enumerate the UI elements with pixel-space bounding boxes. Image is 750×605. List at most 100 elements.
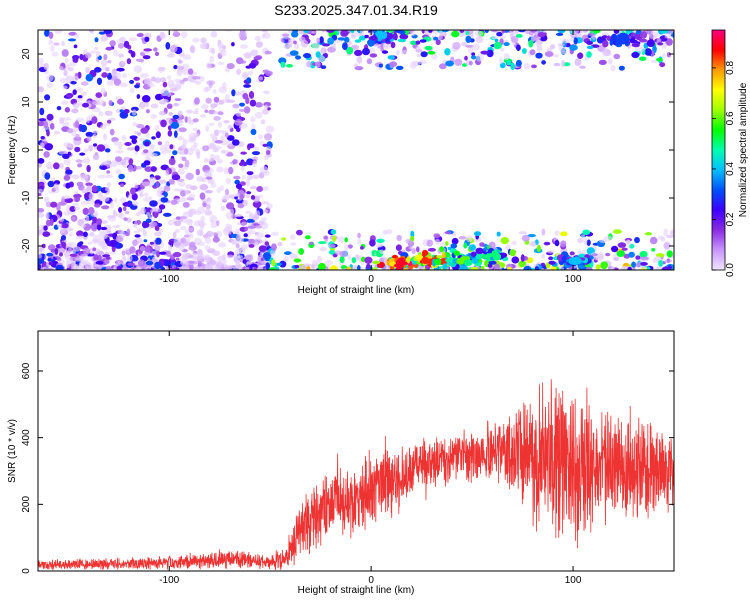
heatmap-cell <box>80 267 84 270</box>
heatmap-cell <box>535 52 543 59</box>
colorbar-tick-label: 0.0 <box>725 263 736 277</box>
heatmap-cell <box>123 109 130 114</box>
heatmap-cell <box>106 229 112 233</box>
heatmap-cell <box>172 150 178 156</box>
heatmap-cell <box>140 127 149 134</box>
heatmap-cell <box>92 216 98 224</box>
heatmap-cell <box>184 260 189 266</box>
heatmap-cell <box>116 212 123 218</box>
heatmap-cell <box>581 234 585 239</box>
heatmap-cell <box>168 243 173 252</box>
heatmap-cell <box>237 203 245 209</box>
colorbar-tick-label: 0.2 <box>725 212 736 226</box>
heatmap-cell <box>501 30 506 34</box>
heatmap-cell <box>96 77 103 86</box>
heatmap-cell <box>176 65 185 71</box>
heatmap-cell <box>249 175 253 179</box>
heatmap-cell <box>185 184 193 190</box>
heatmap-cell <box>141 103 146 107</box>
heatmap-cell <box>160 77 167 83</box>
heatmap-cell <box>51 51 59 57</box>
heatmap-cell <box>503 53 510 61</box>
heatmap-cell <box>205 190 213 194</box>
heatmap-cell <box>131 138 137 145</box>
heatmap-cell <box>79 152 86 156</box>
heatmap-cell <box>92 247 97 252</box>
heatmap-cell <box>431 53 438 60</box>
heatmap-cell <box>289 50 299 56</box>
heatmap-cell <box>134 130 139 135</box>
heatmap-cell <box>75 159 83 163</box>
heatmap-cell <box>476 54 484 62</box>
heatmap-cell <box>196 241 205 247</box>
heatmap-cell <box>264 133 273 141</box>
heatmap-cell <box>665 38 673 46</box>
heatmap-cell <box>221 196 230 201</box>
heatmap-cell <box>350 30 355 34</box>
heatmap-cell <box>235 243 240 249</box>
heatmap-cell <box>205 97 212 104</box>
heatmap-cell <box>480 254 488 259</box>
heatmap-cell <box>302 263 312 267</box>
heatmap-cell <box>511 256 520 264</box>
heatmap-cell <box>621 247 628 251</box>
heatmap-cell <box>270 249 276 257</box>
heatmap-cell <box>133 183 139 189</box>
heatmap-cell <box>205 176 213 180</box>
heatmap-cell <box>44 30 50 37</box>
heatmap-cell <box>266 203 273 209</box>
heatmap-cell <box>178 127 187 133</box>
heatmap-cell <box>73 136 82 141</box>
heatmap-cell <box>347 244 353 249</box>
heatmap-cell <box>317 255 322 263</box>
heatmap-cell <box>546 47 553 53</box>
heatmap-cell <box>664 35 673 39</box>
heatmap-cell <box>402 267 409 270</box>
heatmap-cell <box>579 65 586 69</box>
heatmap-cell <box>182 201 190 208</box>
heatmap-cell <box>428 30 433 33</box>
heatmap-cell <box>108 100 113 106</box>
heatmap-cell <box>172 114 180 120</box>
heatmap-cell <box>175 257 180 261</box>
heatmap-cell <box>595 264 601 270</box>
heatmap-cell <box>239 161 248 167</box>
heatmap-cell <box>182 138 188 146</box>
heatmap-cell <box>161 151 166 155</box>
heatmap-cell <box>359 30 365 34</box>
heatmap-cell <box>74 257 82 262</box>
heatmap-cell <box>295 55 301 60</box>
heatmap-cell <box>55 264 64 270</box>
heatmap-cell <box>75 87 83 93</box>
heatmap-cell <box>75 235 85 240</box>
heatmap-cell <box>208 122 215 126</box>
heatmap-cell <box>155 180 160 188</box>
heatmap-cell <box>75 133 80 139</box>
heatmap-cell <box>195 168 200 176</box>
heatmap-cell <box>110 160 118 168</box>
heatmap-cell <box>167 125 172 131</box>
heatmap-cell <box>256 232 264 239</box>
heatmap-cell <box>82 207 90 215</box>
heatmap-cell <box>627 266 633 270</box>
heatmap-cell <box>603 235 613 241</box>
heatmap-cell <box>662 53 666 59</box>
heatmap-cell <box>625 239 631 244</box>
heatmap-cell <box>63 174 71 181</box>
heatmap-cell <box>148 196 153 200</box>
heatmap-cell <box>216 159 224 164</box>
heatmap-cell <box>362 47 370 56</box>
heatmap-cell <box>156 250 160 258</box>
heatmap-cell <box>234 179 240 185</box>
heatmap-cell <box>160 119 167 128</box>
heatmap-cell <box>117 42 125 49</box>
heatmap-cell <box>44 172 51 180</box>
heatmap-cell <box>550 266 557 270</box>
heatmap-cell <box>80 253 88 258</box>
heatmap-cell <box>248 91 255 99</box>
heatmap-cell <box>57 201 66 206</box>
heatmap-cell <box>554 230 560 236</box>
heatmap-cell <box>405 238 412 244</box>
heatmap-cell <box>186 109 193 114</box>
